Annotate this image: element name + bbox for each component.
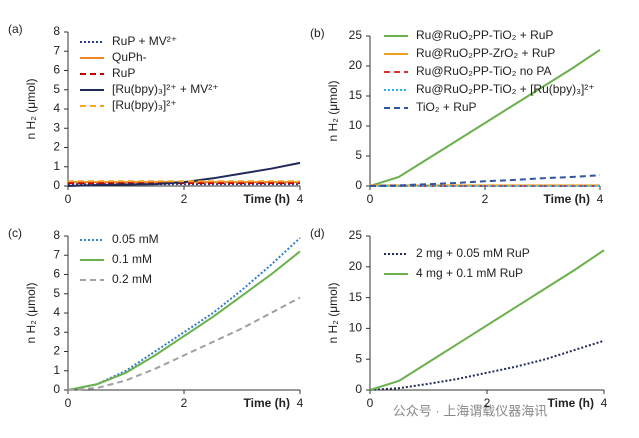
legend-label: 0.1 mM <box>112 252 152 266</box>
panel-label: (c) <box>8 226 22 240</box>
x-tick-label: 4 <box>601 396 608 410</box>
y-tick-label: 0 <box>355 382 362 396</box>
y-axis-label: n H₂ (μmol) <box>326 283 340 344</box>
y-tick-label: 4 <box>53 101 60 115</box>
legend-label: RuP <box>112 66 135 80</box>
legend-label: Ru@RuO₂PP-TiO₂ + [Ru(bpy)₃]²⁺ <box>416 82 595 96</box>
y-tick-label: 0 <box>355 178 362 192</box>
y-tick-label: 4 <box>53 305 60 319</box>
y-tick-label: 5 <box>355 351 362 365</box>
x-tick-label: 4 <box>597 192 604 206</box>
legend-label: Ru@RuO₂PP-ZrO₂ + RuP <box>416 46 555 60</box>
x-axis-label: Time (h) <box>244 192 290 206</box>
x-tick-label: 0 <box>65 396 72 410</box>
x-tick-label: 4 <box>297 396 304 410</box>
y-tick-label: 5 <box>355 148 362 162</box>
y-tick-label: 6 <box>53 63 60 77</box>
x-axis-label: Time (h) <box>244 396 290 410</box>
data-line <box>67 296 301 391</box>
data-line <box>369 339 605 391</box>
panel-label: (a) <box>8 22 23 36</box>
legend-label: 4 mg + 0.1 mM RuP <box>416 266 523 280</box>
y-tick-label: 0 <box>53 382 60 396</box>
x-tick-label: 0 <box>367 192 374 206</box>
y-tick-label: 25 <box>349 228 363 242</box>
y-tick-label: 10 <box>349 118 363 132</box>
y-tick-label: 15 <box>349 290 363 304</box>
y-tick-label: 20 <box>349 259 363 273</box>
legend-label: 2 mg + 0.05 mM RuP <box>416 246 530 260</box>
y-tick-label: 8 <box>53 24 60 38</box>
x-axis-label: Time (h) <box>544 192 590 206</box>
legend-label: [Ru(bpy)₃]²⁺ + MV²⁺ <box>112 82 219 96</box>
y-tick-label: 5 <box>53 286 60 300</box>
y-tick-label: 15 <box>349 88 363 102</box>
legend-label: RuP + MV²⁺ <box>112 34 177 48</box>
y-axis-label: n H₂ (μmol) <box>326 81 340 142</box>
y-tick-label: 10 <box>349 321 363 335</box>
legend-label: Ru@RuO₂PP-TiO₂ + RuP <box>416 28 553 42</box>
y-tick-label: 3 <box>53 120 60 134</box>
y-tick-label: 2 <box>53 140 60 154</box>
data-line <box>369 249 605 391</box>
x-tick-label: 2 <box>181 396 188 410</box>
x-tick-label: 2 <box>484 396 491 410</box>
legend-label: TiO₂ + RuP <box>416 100 477 114</box>
legend-label: Ru@RuO₂PP-TiO₂ no PA <box>416 64 552 78</box>
x-axis-label: Time (h) <box>548 396 594 410</box>
x-tick-label: 0 <box>367 396 374 410</box>
y-tick-label: 1 <box>53 363 60 377</box>
y-tick-label: 6 <box>53 267 60 281</box>
legend-label: QuPh- <box>112 50 147 64</box>
data-line <box>369 174 601 187</box>
x-tick-label: 0 <box>65 192 72 206</box>
x-tick-label: 4 <box>297 192 304 206</box>
data-line <box>369 48 601 187</box>
y-tick-label: 0 <box>53 178 60 192</box>
y-tick-label: 7 <box>53 43 60 57</box>
y-axis-label: n H₂ (μmol) <box>24 283 38 344</box>
y-tick-label: 8 <box>53 228 60 242</box>
y-tick-label: 1 <box>53 159 60 173</box>
y-tick-label: 25 <box>349 28 363 42</box>
legend-label: [Ru(bpy)₃]²⁺ <box>112 98 177 112</box>
x-tick-label: 2 <box>181 192 188 206</box>
y-tick-label: 20 <box>349 58 363 72</box>
panel-label: (b) <box>310 26 325 40</box>
panel-label: (d) <box>310 226 325 240</box>
y-tick-label: 3 <box>53 324 60 338</box>
watermark: 公众号 · 上海谓载仪器海讯 <box>393 403 548 418</box>
y-axis-label: n H₂ (μmol) <box>24 79 38 140</box>
x-tick-label: 2 <box>482 192 489 206</box>
y-tick-label: 2 <box>53 344 60 358</box>
y-tick-label: 7 <box>53 247 60 261</box>
data-line <box>67 250 301 391</box>
y-tick-label: 5 <box>53 82 60 96</box>
legend-label: 0.2 mM <box>112 272 152 286</box>
legend-label: 0.05 mM <box>112 232 159 246</box>
